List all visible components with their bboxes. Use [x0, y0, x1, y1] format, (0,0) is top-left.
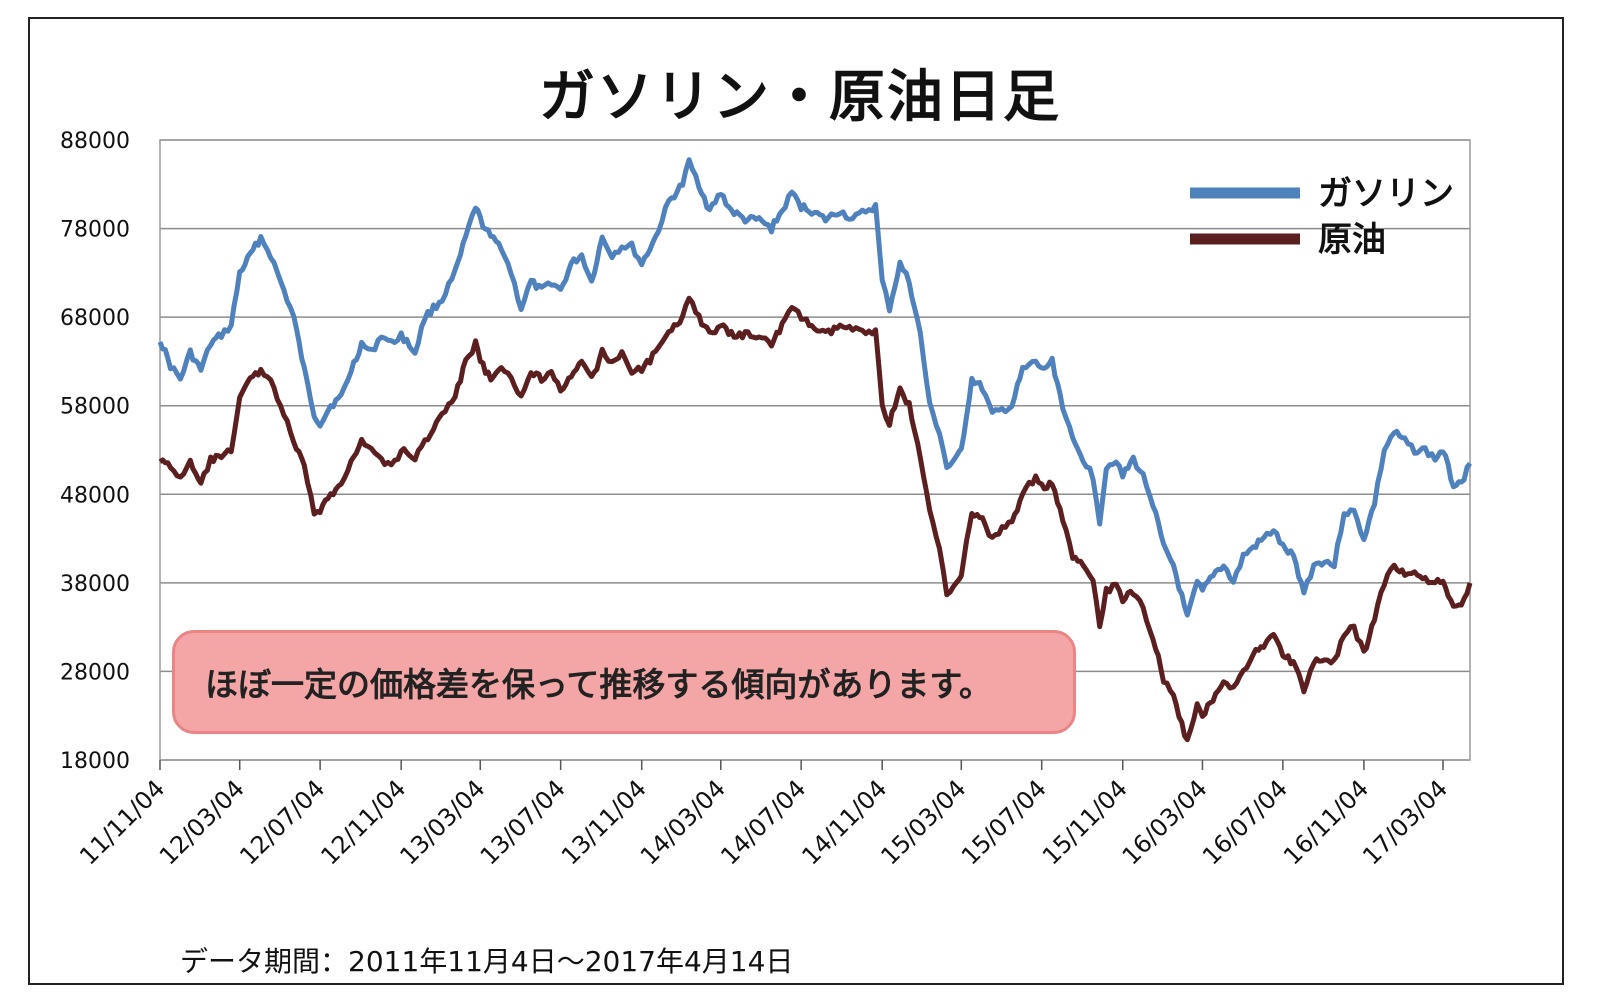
- x-tick-label: 16/03/04: [1117, 774, 1213, 870]
- legend-label: ガソリン: [1318, 174, 1454, 214]
- x-tick-label: 12/03/04: [154, 774, 250, 870]
- y-tick-label: 48000: [60, 483, 130, 508]
- x-tick-label: 13/11/04: [556, 774, 652, 870]
- x-tick-label: 15/07/04: [956, 774, 1052, 870]
- data-period-footnote: データ期間：2011年11月4日～2017年4月14日: [180, 945, 794, 978]
- x-tick-label: 13/03/04: [394, 774, 490, 870]
- x-tick-label: 14/03/04: [635, 774, 731, 870]
- series-line-crude-oil: [158, 295, 1473, 743]
- y-tick-label: 28000: [60, 660, 130, 685]
- x-tick-label: 15/11/04: [1037, 774, 1133, 870]
- y-tick-label: 68000: [60, 306, 130, 331]
- y-tick-label: 18000: [60, 749, 130, 774]
- annotation-callout: ほぼ一定の価格差を保って推移する傾向があります。: [172, 630, 1076, 734]
- x-tick-label: 13/07/04: [475, 774, 571, 870]
- x-axis-ticks: 11/11/0412/03/0412/07/0412/11/0413/03/04…: [74, 760, 1453, 870]
- x-tick-label: 12/07/04: [234, 774, 330, 870]
- x-tick-label: 15/03/04: [876, 774, 972, 870]
- y-tick-label: 88000: [60, 129, 130, 154]
- y-tick-label: 38000: [60, 572, 130, 597]
- x-tick-label: 14/07/04: [715, 774, 811, 870]
- x-tick-label: 14/11/04: [796, 774, 892, 870]
- y-axis-ticks: 88000 78000 68000 58000 48000 38000 28000 18000: [60, 129, 130, 774]
- x-tick-label: 17/03/04: [1357, 774, 1453, 870]
- y-tick-label: 58000: [60, 395, 130, 420]
- series-line-gasoline: [157, 157, 1473, 618]
- series-lines: [157, 157, 1473, 743]
- chart-frame: [28, 17, 1564, 985]
- x-tick-label: 12/11/04: [315, 774, 411, 870]
- chart-title: ガソリン・原油日足: [539, 65, 1061, 130]
- legend-label: 原油: [1318, 220, 1386, 260]
- plot-area: [159, 139, 1471, 761]
- x-tick-label: 11/11/04: [74, 774, 170, 870]
- axes: [159, 139, 1471, 761]
- y-tick-label: 78000: [60, 218, 130, 243]
- x-tick-label: 16/07/04: [1197, 774, 1293, 870]
- x-tick-label: 16/11/04: [1278, 774, 1374, 870]
